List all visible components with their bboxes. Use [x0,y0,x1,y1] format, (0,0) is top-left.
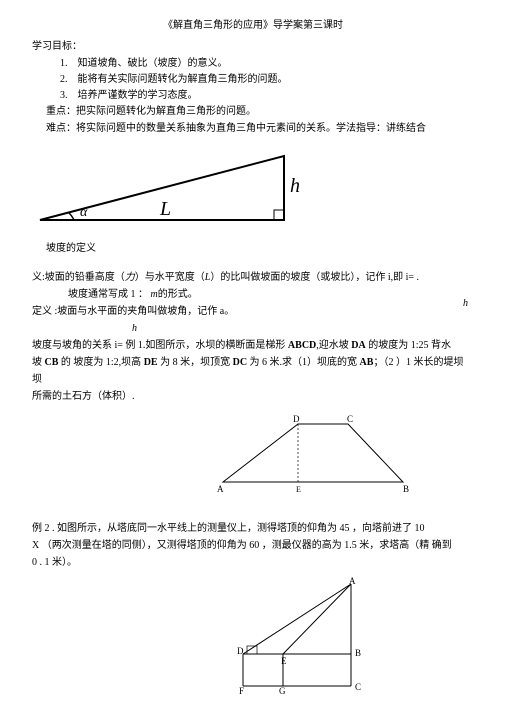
p1b: ,迎水坡 [316,340,351,351]
prob1-line3: 坝 [32,372,474,387]
p1ab: AB [360,357,374,368]
def1-suf: ）的比叫做坡面的坡度（或坡比），记作 i,即 i= . [210,272,419,283]
line-DA [243,584,351,654]
p1a: 坡度与坡角的关系 i= 例 1.如图所示，水坝的横断面是梯形 [32,340,288,351]
prob1-line1: 坡度与坡角的关系 i= 例 1.如图所示，水坝的横断面是梯形 ABCD,迎水坡 … [32,338,474,353]
p1e: 的 坡度为 1:2,坝高 [58,357,143,368]
p1cb: CB [45,357,59,368]
def2-pre: 坡度通常写成 1 ： [68,289,148,300]
p1g: 为 6 米.求（1）坝底的宽 [247,357,360,368]
figure-1: α L h [32,142,474,237]
float-h: h [463,296,468,311]
section-goals-label: 学习目标： [32,39,474,54]
def1-pre: 义:坡面的铅垂高度（ [32,272,125,283]
p1c: 的坡度为 1:25 背水 [366,340,451,351]
prob1-line2: 坡 CB 的 坡度为 1:2,坝高 DE 为 8 米，坝顶宽 DC 为 6 米.… [32,355,474,370]
lbl-C: C [347,414,353,424]
difficulty-line: 难点：将实际问题中的数量关系抽象为直角三角中元素间的关系。学法指导：讲练结合 [32,121,474,136]
lbl3-C: C [355,682,361,692]
definition-2: 坡度通常写成 1 ： m的形式。 [32,287,474,302]
p1dc: DC [233,357,247,368]
def2-post: 的形式。 [158,289,198,300]
def2-m: m [151,289,158,300]
right-angle-mark [274,210,284,220]
goal-3: 3. 培养严谨数学的学习态度。 [32,88,474,103]
doc-title: 《解直角三角形的应用》导学案第三课时 [32,18,474,33]
prob2-line2: X （两次测量在塔的同侧），又测得塔顶的仰角为 60 ，测最仪器的高为 1.5 … [32,538,474,553]
lbl-D: D [293,414,300,424]
p1de: DE [144,357,158,368]
p1h: ；（2 ）1 米长的堤坝 [373,357,463,368]
p1abcd: ABCD [288,340,316,351]
lbl3-E: E [281,656,287,666]
lbl3-G: G [279,686,286,696]
figure-2: D C A B E [32,410,474,503]
p1da: DA [351,340,365,351]
figure-3: A D E B F G C [32,576,474,701]
def3-dot: 。 [224,306,234,317]
line-EA [283,584,351,654]
def1-mid: ）与水平宽度（ [135,272,205,283]
def3-text: 定义 :坡面与水平面的夹角叫做坡角，记作 a [32,306,224,317]
lbl3-A: A [349,576,356,586]
caption-1: 坡度的定义 [32,241,474,256]
lbl3-D: D [237,646,244,656]
def1-L: 力 [125,272,135,283]
prob2-line1: 例 2 . 如图所示，从塔底同一水平线上的测量仪上，测得塔顶的仰角为 45 ，向… [32,521,474,536]
goal-1: 1. 知道坡角、破比（坡度）的意义。 [32,56,474,71]
focus-line: 重点：把实际问题转化为解直角三角形的问题。 [32,104,474,119]
definition-1: 义:坡面的铅垂高度（力）与水平宽度（L）的比叫做坡面的坡度（或坡比），记作 i,… [32,270,474,285]
h-line: h [32,321,474,336]
p1f: 为 8 米，坝顶宽 [158,357,233,368]
definition-3: 定义 :坡面与水平面的夹角叫做坡角，记作 a。 [32,304,474,319]
label-alpha: α [80,205,88,220]
p1d: 坡 [32,357,45,368]
lbl-E: E [296,485,301,494]
goal-2: 2. 能将有关实际问题转化为解直角三角形的问题。 [32,72,474,87]
trapezoid [223,424,403,482]
lbl3-B: B [355,648,361,658]
prob2-line3: 0 . 1 米）。 [32,555,474,570]
lbl-A: A [217,484,224,494]
label-h: h [290,175,300,197]
prob1-line4: 所需的土石方（体积）. [32,389,474,404]
lbl-B: B [403,484,409,494]
angle-arc [68,212,74,220]
label-L: L [159,198,171,220]
lbl3-F: F [239,686,244,696]
